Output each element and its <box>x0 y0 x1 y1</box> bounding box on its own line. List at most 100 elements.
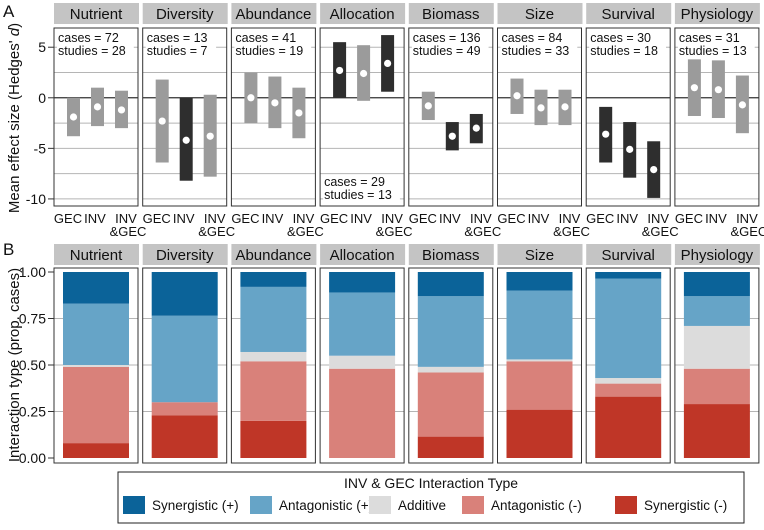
bar-segment-synergistic <box>329 272 396 293</box>
mean-point <box>360 69 368 78</box>
x-tick-label: INV <box>439 211 461 226</box>
bar-segment-synergistic <box>595 272 662 279</box>
cases-count: cases = 30 <box>590 31 651 45</box>
facet-diversity: Diversity <box>142 244 228 464</box>
facet-title: Abundance <box>235 6 311 23</box>
legend-item: Additive <box>369 496 446 514</box>
legend-swatch <box>369 496 391 514</box>
legend-label: Antagonistic (+) <box>279 498 373 513</box>
y-tick-label-a: -5 <box>34 140 47 156</box>
x-tick-label: &GEC <box>642 224 679 239</box>
cases-count: cases = 31 <box>679 31 740 45</box>
bar-segment-synergistic <box>683 272 750 297</box>
mean-point <box>513 92 521 100</box>
studies-count: studies = 7 <box>147 44 208 58</box>
legend-title: INV & GEC Interaction Type <box>344 475 518 491</box>
facet-title: Allocation <box>330 247 395 264</box>
bar-segment-synergistic <box>506 272 573 291</box>
mean-point <box>690 84 699 92</box>
studies-count: studies = 33 <box>502 44 570 58</box>
facet-strip <box>674 244 760 265</box>
legend-item: Antagonistic (-) <box>462 496 582 514</box>
facet-strip <box>54 3 139 24</box>
x-tick-label: &GEC <box>376 224 413 239</box>
panel-border <box>408 27 494 207</box>
mean-point <box>424 102 432 110</box>
x-tick-label: GEC <box>231 211 259 226</box>
facet-title: Nutrient <box>70 247 123 264</box>
facet-strip <box>497 3 583 24</box>
x-tick-label: INV <box>381 211 403 226</box>
panel-border <box>674 267 760 464</box>
x-tick-label: INV <box>173 211 195 226</box>
bar-segment-additive <box>63 365 129 367</box>
studies-count: studies = 18 <box>590 44 658 58</box>
legend-label: Synergistic (+) <box>152 498 239 513</box>
x-tick-label: &GEC <box>464 224 501 239</box>
facet-title: Biomass <box>422 6 480 23</box>
bar-segment-antagonistic <box>683 368 750 405</box>
y-tick-label-b: 0.25 <box>19 404 46 420</box>
bar-segment-synergistic <box>595 396 662 458</box>
x-tick-label: INV <box>705 211 727 226</box>
mean-point <box>247 94 255 102</box>
bar-segment-synergistic <box>417 436 484 458</box>
x-tick-label: GEC <box>143 211 171 226</box>
x-tick-label: GEC <box>675 211 703 226</box>
legend-item: Synergistic (+) <box>123 496 239 514</box>
mean-point <box>206 132 214 140</box>
y-tick-label-b: 0.50 <box>19 357 46 373</box>
x-tick-label: &GEC <box>198 224 235 239</box>
y-tick-label-b: 0.75 <box>19 311 46 327</box>
y-axis-label-text: Mean effect size (Hedges' <box>6 36 23 213</box>
x-tick-label: INV <box>559 211 581 226</box>
bar-segment-synergistic <box>683 404 750 458</box>
legend-label: Additive <box>398 498 446 513</box>
x-tick-label: GEC <box>586 211 614 226</box>
x-tick-label: GEC <box>497 211 525 226</box>
bar-segment-synergistic <box>417 272 484 297</box>
mean-point <box>738 101 747 109</box>
legend-swatch <box>462 496 484 514</box>
legend-label: Antagonistic (-) <box>491 498 582 513</box>
facet-strip <box>231 3 317 24</box>
bar-segment-synergistic <box>151 272 218 316</box>
annotation-bg <box>589 31 666 59</box>
panel-border <box>53 27 139 207</box>
x-tick-label: INV <box>470 211 492 226</box>
y-tick-label-a: 0 <box>38 90 46 106</box>
bar-segment-additive <box>240 351 307 362</box>
bar-segment-additive <box>595 378 662 384</box>
bar-segment-antagonistic <box>417 372 484 437</box>
panel-border <box>230 267 316 464</box>
facet-abundance: Abundance <box>230 244 317 464</box>
mean-point <box>714 86 723 94</box>
facet-strip <box>408 3 494 24</box>
studies-count: studies = 13 <box>324 188 392 202</box>
bar-segment-synergistic <box>63 443 129 458</box>
facet-title: Biomass <box>422 247 480 264</box>
x-tick-label: &GEC <box>553 224 590 239</box>
annotation-bg <box>323 175 400 203</box>
annotation-bg <box>145 31 217 59</box>
mean-point <box>336 66 344 75</box>
panel-border <box>674 27 760 207</box>
bar-segment-antagonistic <box>240 286 307 352</box>
mean-point <box>650 165 658 174</box>
annotation-bg <box>411 31 489 59</box>
x-tick-label: &GEC <box>110 224 147 239</box>
legend-box <box>117 471 745 524</box>
panel-border <box>319 267 405 464</box>
annotation-bg <box>234 31 312 59</box>
bar-segment-synergistic <box>151 415 218 458</box>
bar-segment-antagonistic <box>151 315 218 403</box>
panel-border <box>585 27 671 207</box>
x-tick-label: &GEC <box>730 224 764 239</box>
panel-b-interaction-types: 0.00 0.25 0.50 0.75 1.00 Nutrient Diversity Abu… <box>19 244 760 466</box>
facet-title: Nutrient <box>70 6 123 23</box>
bar-segment-antagonistic <box>506 290 573 360</box>
panel-label-b: B <box>3 240 14 259</box>
